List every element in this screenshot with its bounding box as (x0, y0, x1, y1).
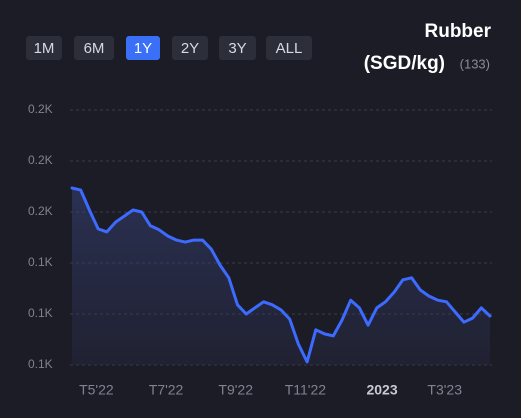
y-tick-label: 0.2K (28, 153, 53, 167)
range-label[interactable]: 3Y (228, 40, 246, 57)
x-tick-label: T9'22 (218, 382, 253, 398)
range-button[interactable] (26, 36, 62, 60)
range-button[interactable] (74, 36, 114, 60)
range-label[interactable]: 2Y (181, 40, 199, 57)
line (70, 186, 492, 364)
y-tick-label: 0.1K (28, 255, 53, 269)
y-tick-label: 0.2K (28, 204, 53, 218)
y-tick-label: 0.2K (28, 102, 53, 116)
x-tick-label: T11'22 (285, 382, 327, 398)
range-label[interactable]: 1M (34, 40, 55, 57)
x-tick-label: T3'23 (427, 382, 462, 398)
range-button[interactable] (219, 36, 256, 60)
y-tick-label: 0.1K (28, 306, 53, 320)
range-button[interactable] (266, 36, 312, 60)
x-tick-label: 2023 (366, 382, 397, 398)
range-label[interactable]: ALL (276, 40, 303, 57)
unit: (SGD/kg) (364, 53, 445, 74)
x-tick-label: T7'22 (149, 382, 184, 398)
range-label[interactable]: 1Y (134, 40, 152, 57)
x-tick-label: T5'22 (79, 382, 114, 398)
chart-title: Rubber (425, 21, 492, 42)
y-tick-label: 0.1K (28, 357, 53, 371)
range-button[interactable] (126, 36, 160, 60)
range-label[interactable]: 6M (84, 40, 105, 57)
count: (133) (460, 56, 490, 71)
range-button[interactable] (172, 36, 208, 60)
area (72, 188, 490, 365)
